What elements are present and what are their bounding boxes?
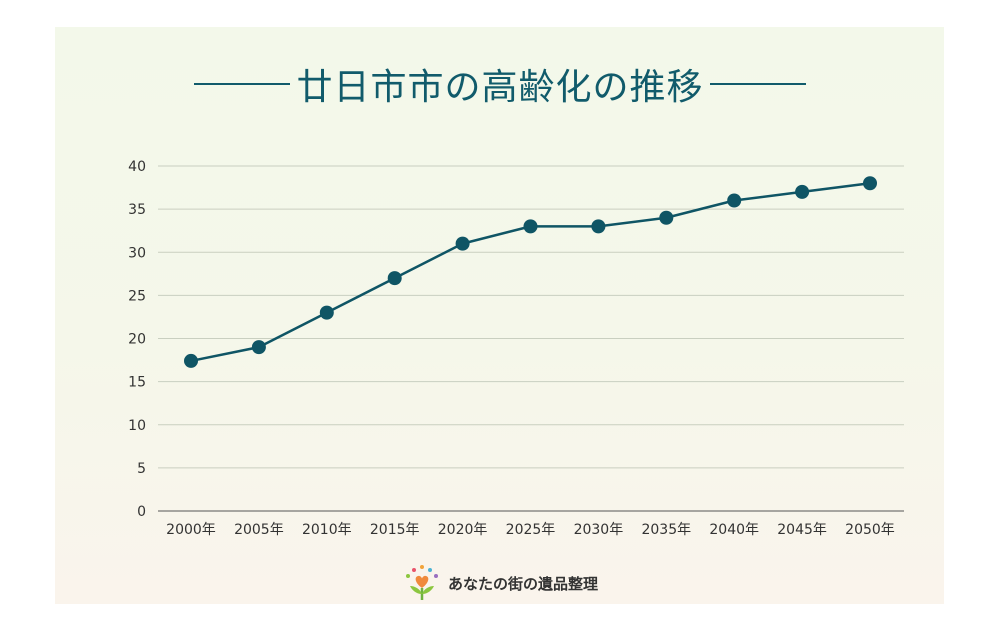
title-right-rule — [709, 83, 806, 85]
x-tick-label: 2035年 — [641, 522, 691, 538]
x-axis-ticks: 2000年 2005年 2010年 2015年 2020年 2025年 2030年 2035年… — [166, 522, 895, 538]
data-point — [523, 219, 538, 234]
x-tick-label: 2025年 — [506, 522, 556, 538]
brand-footer: あなたの街の遺品整理 — [0, 564, 1000, 602]
x-tick-label: 2000年 — [166, 522, 216, 538]
x-tick-label: 2020年 — [438, 522, 488, 538]
x-tick-label: 2050年 — [845, 522, 895, 538]
x-tick-label: 2005年 — [234, 522, 284, 538]
y-tick-label: 30 — [128, 245, 146, 261]
y-tick-label: 25 — [128, 288, 146, 304]
x-tick-label: 2045年 — [777, 522, 827, 538]
data-point — [319, 305, 334, 320]
series-line — [190, 182, 871, 363]
y-axis-ticks: 0 5 10 15 20 25 30 35 40 — [128, 159, 146, 520]
data-point — [455, 236, 470, 251]
y-tick-label: 15 — [128, 375, 146, 391]
y-tick-label: 5 — [137, 461, 146, 477]
x-tick-label: 2015年 — [370, 522, 420, 538]
y-tick-label: 40 — [128, 159, 146, 175]
data-point — [659, 210, 674, 225]
y-tick-label: 35 — [128, 202, 146, 218]
x-tick-label: 2030年 — [574, 522, 624, 538]
heart-sprout-logo-icon — [405, 565, 438, 600]
data-point — [727, 193, 742, 208]
x-tick-label: 2040年 — [709, 522, 759, 538]
data-point — [387, 271, 402, 286]
page-title: 廿日市市の高齢化の推移 — [296, 67, 704, 108]
grid-lines — [158, 165, 904, 512]
series-layer — [184, 176, 877, 368]
data-point — [795, 184, 810, 199]
data-point — [184, 353, 198, 368]
title-row: 廿日市市の高齢化の推移 — [0, 58, 1000, 110]
y-tick-label: 20 — [128, 332, 146, 348]
brand-name: あなたの街の遺品整理 — [447, 574, 598, 593]
data-point — [591, 219, 606, 234]
y-tick-label: 10 — [128, 418, 146, 434]
data-point — [251, 340, 266, 355]
y-tick-label: 0 — [137, 504, 146, 520]
chart-card — [55, 27, 944, 604]
title-left-rule — [194, 83, 291, 85]
data-point — [863, 176, 877, 191]
x-tick-label: 2010年 — [302, 522, 352, 538]
